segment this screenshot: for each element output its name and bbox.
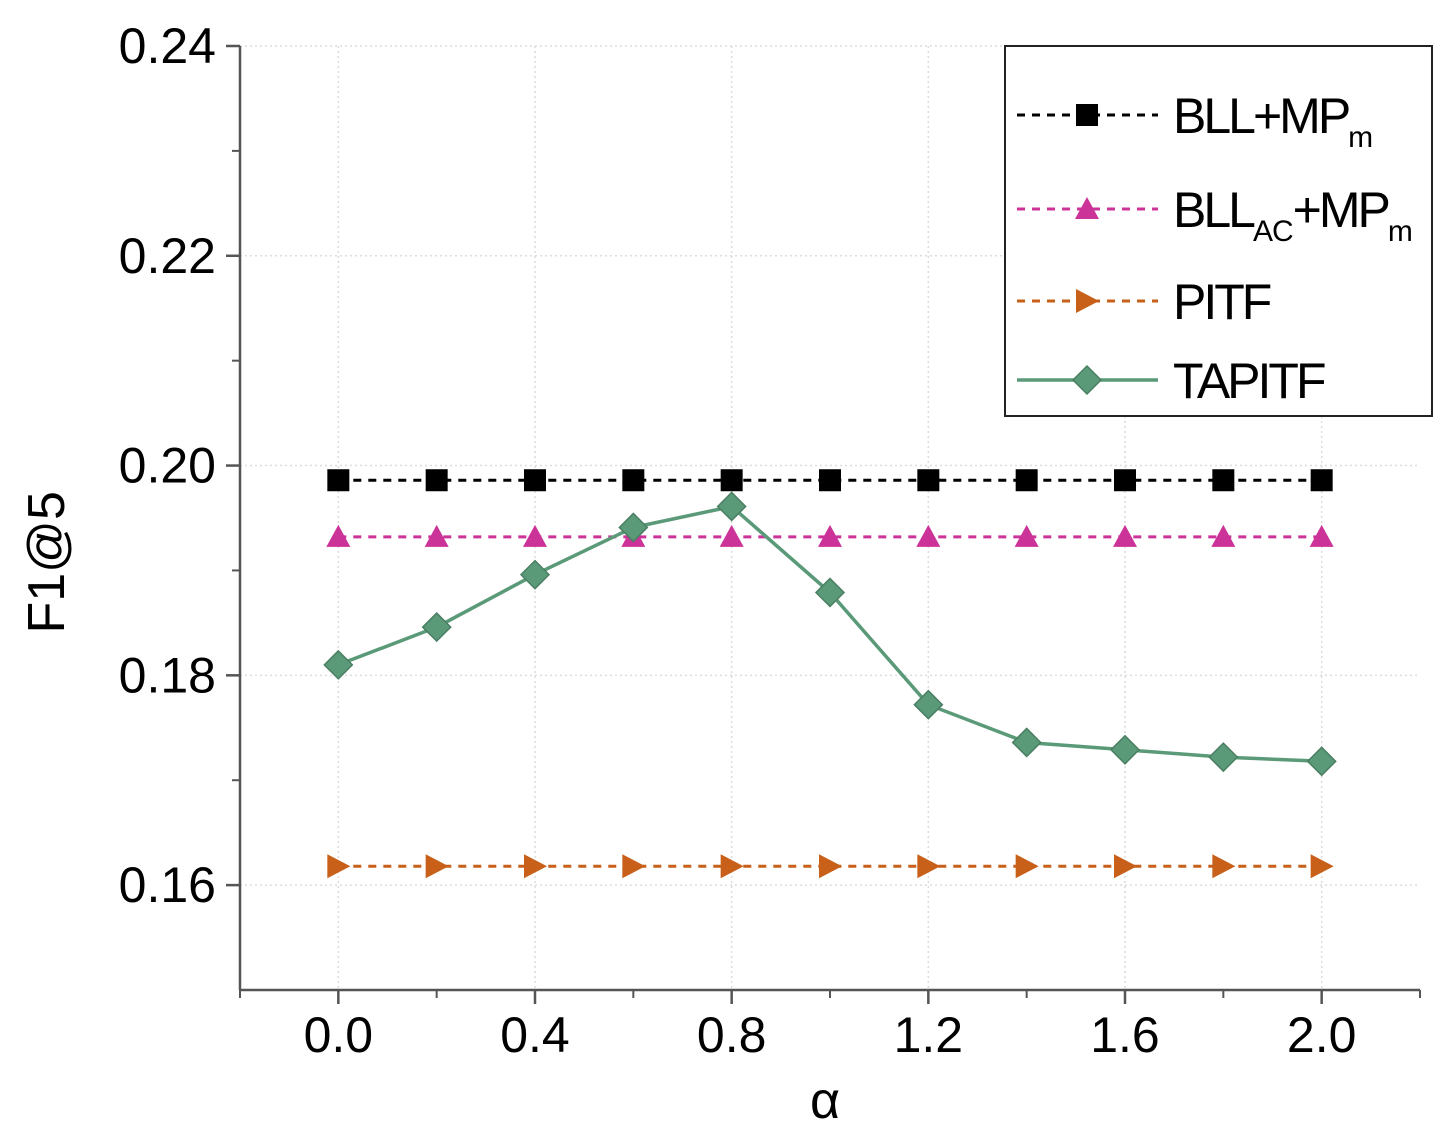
data-point [917,854,941,879]
data-point [425,854,449,879]
grid-lines [240,45,1420,990]
series-tapitf [323,491,1337,777]
data-point [327,854,351,879]
data-point [913,689,944,720]
legend-marker [1076,104,1098,126]
y-tick-label: 0.22 [119,228,216,284]
data-point [618,512,649,543]
series-bll-mp [327,469,1333,492]
series-bll [326,524,1334,547]
data-point [519,559,551,590]
data-point [1212,854,1236,879]
legend-entry: BLL+MPm [1017,88,1373,154]
data-point [1309,524,1334,547]
legend-marker [1076,289,1099,313]
data-point [1015,469,1038,492]
x-axis-label: α [810,1072,840,1130]
data-point [814,577,846,608]
legend-label: TAPITF [1173,353,1325,409]
axes: 0.16 0.18 0.20 0.22 0.24 0.0 0.4 0.8 1.2 1.6 2.0 [119,18,1421,1063]
x-tick-label: 0.8 [697,1007,767,1063]
data-point [917,469,940,492]
x-tick-label: 0.4 [500,1007,570,1063]
data-series [323,469,1337,879]
y-tick-label: 0.24 [119,18,216,74]
data-point [524,469,546,492]
data-point [1114,469,1136,492]
data-point [1114,854,1137,879]
legend-marker [1071,364,1103,396]
y-tick-label: 0.16 [119,857,216,913]
data-point [524,854,547,879]
data-point [1109,734,1141,765]
x-tick-label: 1.6 [1090,1007,1160,1063]
y-tick-label: 0.18 [119,647,216,703]
data-point [326,524,351,547]
data-point [1011,727,1042,758]
legend-label: BLL+MPm [1173,88,1372,154]
y-axis-label: F1@5 [18,491,76,633]
legend-entry: TAPITF [1017,353,1328,409]
x-tick-label: 0.0 [304,1007,374,1063]
data-point [1212,469,1235,492]
x-tick-label: 2.0 [1287,1007,1357,1063]
data-point [719,524,744,547]
data-point [1306,746,1337,777]
data-point [523,524,547,547]
data-point [1208,742,1239,773]
data-point [622,854,646,879]
data-point [424,524,449,547]
data-point [716,491,747,522]
data-point [1211,524,1236,547]
data-point [818,524,842,547]
data-point [425,469,448,492]
legend: BLL+MPm BLLAC+MPm PITF TAPITF [1004,45,1433,417]
data-point [819,854,842,879]
data-point [327,469,350,492]
data-point [421,612,452,643]
legend-entry: BLLAC+MPm [1017,182,1413,248]
data-point [1310,469,1333,492]
x-tick-label: 1.2 [894,1007,964,1063]
data-point [323,649,354,680]
y-tick-label: 0.20 [119,438,216,494]
data-point [1310,854,1334,879]
legend-label: BLLAC+MPm [1173,182,1412,248]
legend-entry: PITF [1017,274,1274,330]
series-pitf [327,854,1334,879]
data-point [720,469,743,492]
data-point [622,469,645,492]
data-point [819,469,841,492]
legend-marker [1075,197,1099,219]
legend-label: PITF [1173,274,1271,330]
data-point [1014,524,1039,547]
data-point [916,524,941,547]
data-point [720,854,744,879]
data-point [1113,524,1137,547]
data-point [1015,854,1039,879]
